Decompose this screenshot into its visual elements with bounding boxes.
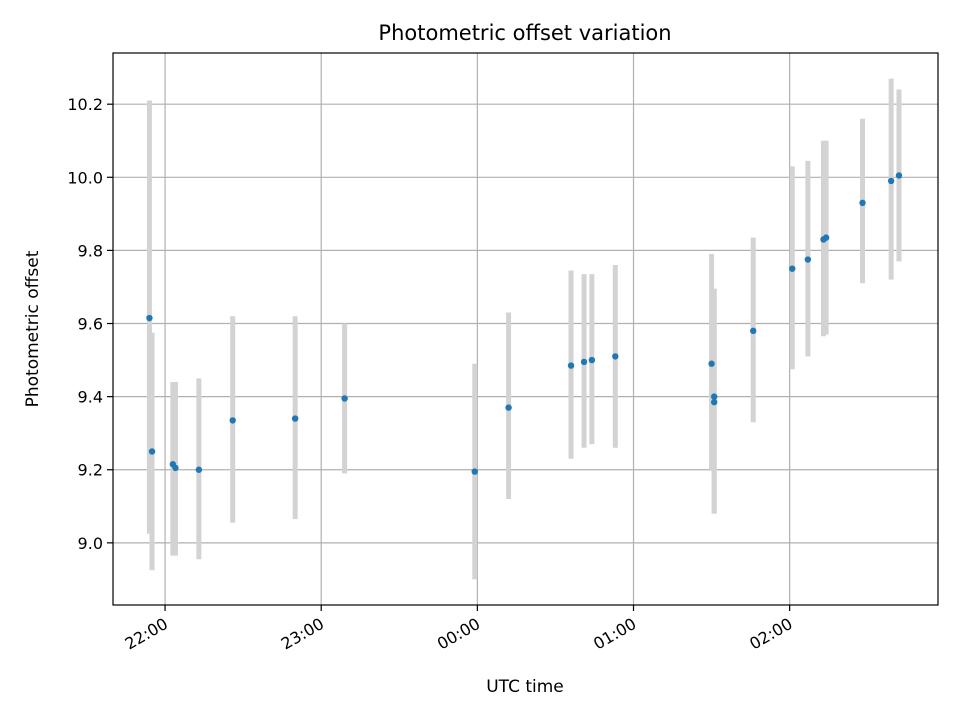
x-tick-label: 01:00 <box>590 614 639 654</box>
y-tick-label: 9.0 <box>78 534 103 553</box>
y-tick-label: 10.2 <box>67 95 103 114</box>
error-bars <box>146 78 902 580</box>
data-points <box>146 172 903 475</box>
data-point <box>195 466 203 473</box>
y-axis-label: Photometric offset <box>23 250 43 407</box>
x-tick-label: 00:00 <box>434 614 483 654</box>
data-point <box>471 468 478 475</box>
data-point <box>789 265 796 272</box>
x-axis-label: UTC time <box>486 677 564 697</box>
data-point <box>172 464 179 472</box>
data-point <box>612 353 619 360</box>
data-point <box>710 398 718 406</box>
data-point <box>710 393 718 400</box>
y-tick-label: 10.0 <box>67 168 103 187</box>
data-point <box>895 172 903 179</box>
y-tick-label: 9.2 <box>78 461 103 480</box>
x-axis-ticks: 22:00 23:00 00:00 01:00 02:00 <box>122 605 796 654</box>
data-point <box>148 448 156 455</box>
data-point <box>804 256 812 263</box>
grid <box>113 53 938 605</box>
y-tick-label: 9.6 <box>78 315 103 334</box>
y-tick-label: 9.8 <box>78 241 103 260</box>
data-point <box>229 417 236 424</box>
data-point <box>750 327 757 335</box>
data-point <box>588 356 596 364</box>
data-point <box>580 358 588 366</box>
data-point <box>708 360 715 367</box>
y-axis-ticks: 9.0 9.2 9.4 9.6 9.8 10.0 10.2 <box>67 95 113 553</box>
data-point <box>567 362 575 369</box>
data-point <box>505 404 512 411</box>
x-tick-label: 22:00 <box>122 614 171 654</box>
y-tick-label: 9.4 <box>78 388 103 407</box>
data-point <box>822 234 830 241</box>
data-point <box>887 177 895 185</box>
data-point <box>146 314 153 322</box>
data-point <box>291 415 299 422</box>
x-tick-label: 02:00 <box>746 614 795 654</box>
x-tick-label: 23:00 <box>278 614 327 654</box>
data-point <box>859 199 866 207</box>
chart-title: Photometric offset variation <box>378 21 671 45</box>
data-point <box>341 395 348 402</box>
plot-frame <box>112 52 939 606</box>
